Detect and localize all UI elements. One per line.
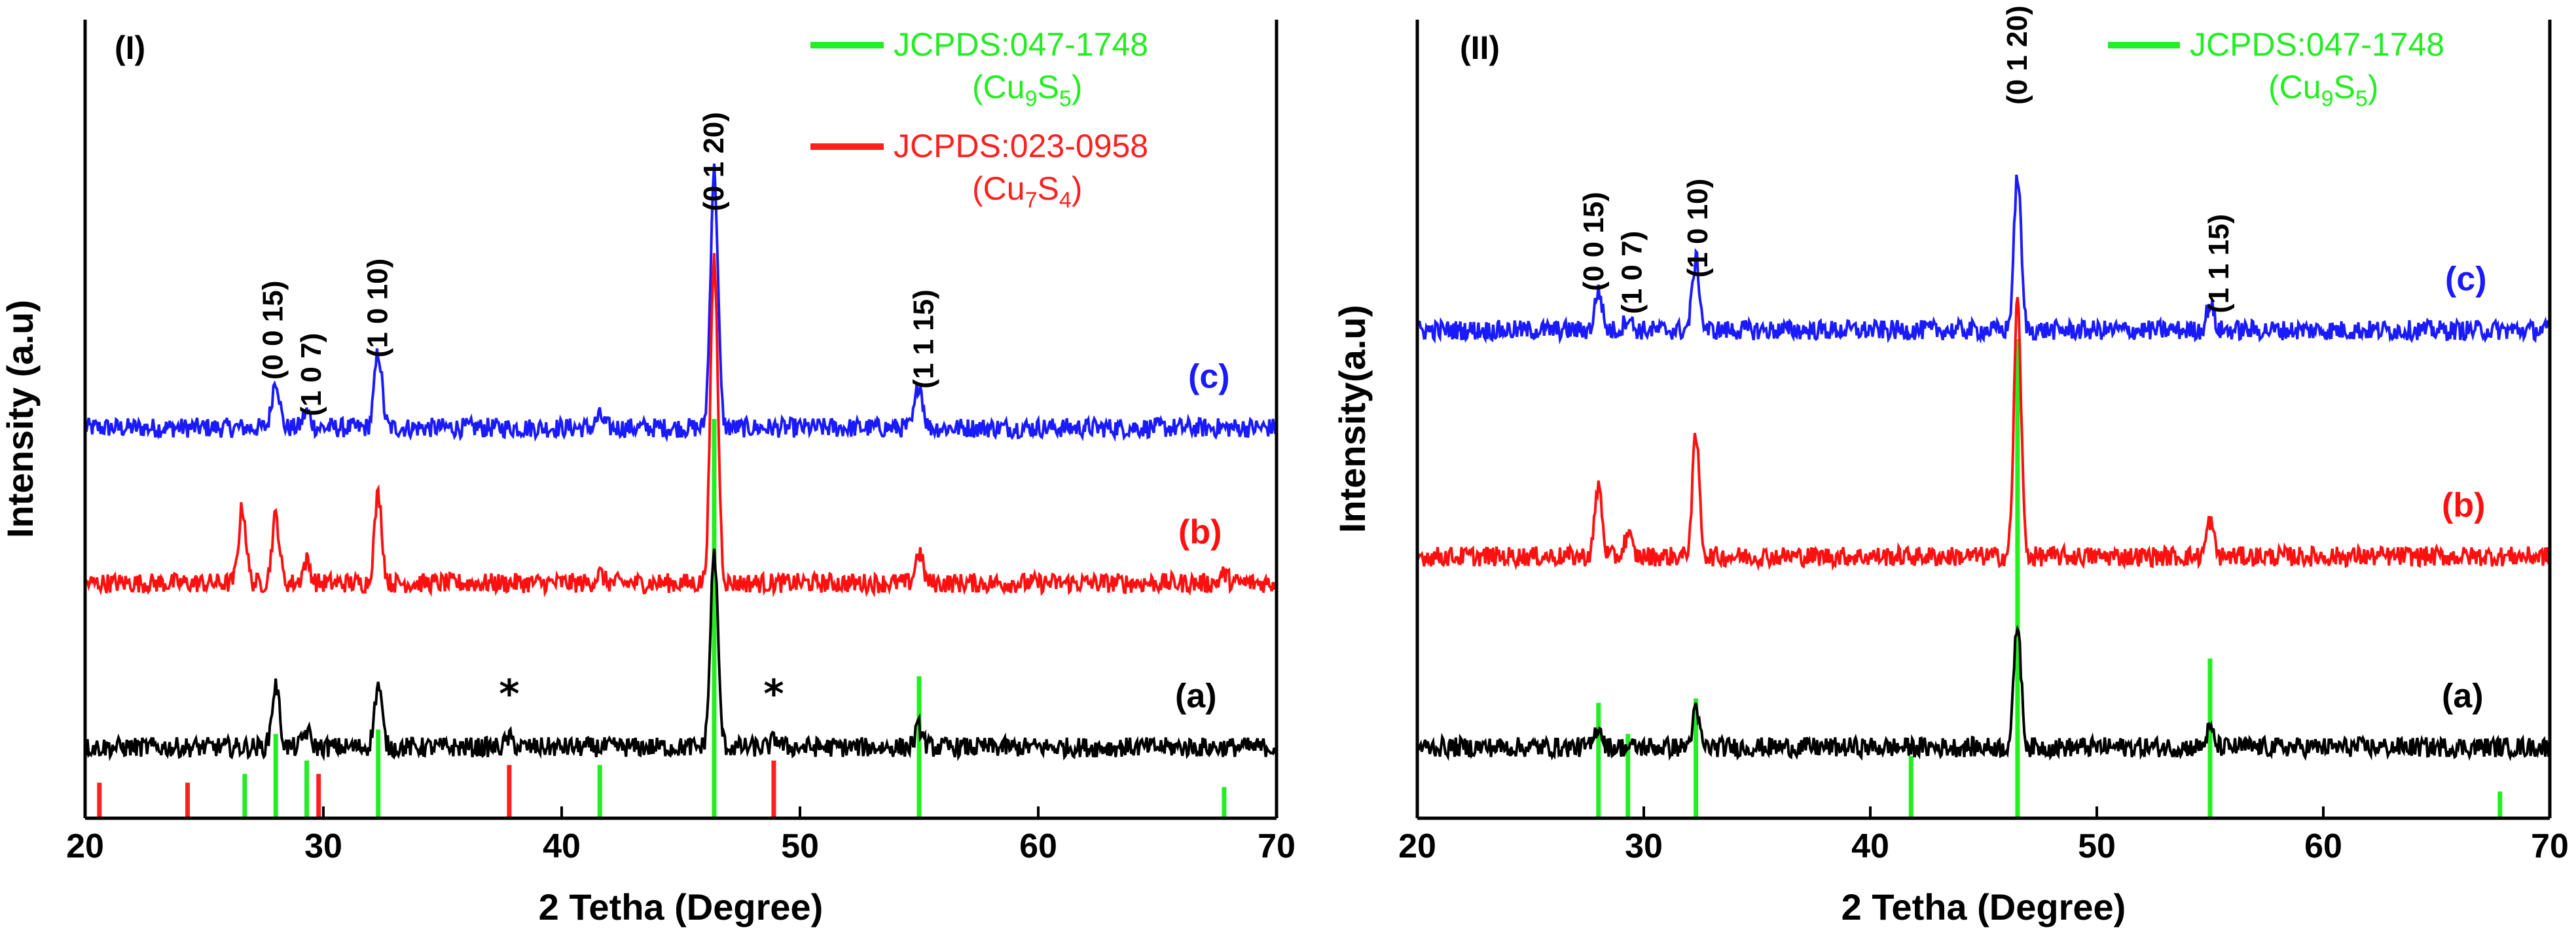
legend-label: JCPDS:047-1748 [2190,26,2444,63]
x-axis-title: 2 Tetha (Degree) [539,886,824,928]
x-tick-label: 60 [1019,827,1057,865]
x-tick-label: 50 [2078,827,2116,865]
hkl-label: (0 1 20) [2001,5,2033,105]
series-line [1416,174,2551,345]
series-label: (a) [2442,677,2484,715]
series-line [84,163,1278,442]
legend-label: JCPDS:047-1748 [894,26,1148,63]
y-axis-title: Intensity(a.u) [1332,305,1373,533]
series-label: (a) [1175,677,1217,715]
x-tick-label: 50 [781,827,819,865]
hkl-label: (1 0 10) [1682,179,1714,278]
chart-panel-1: (c) (b) (a) 20 30 40 50 60 70 2 Tetha (Degree) Int… [0,20,1296,928]
x-tick-label: 70 [2531,827,2569,865]
hkl-label: (0 0 15) [1578,192,1610,291]
x-axis-title: 2 Tetha (Degree) [1841,886,2126,928]
hkl-label: (1 0 7) [1616,231,1648,314]
x-tick-label: 30 [1625,827,1663,865]
legend-label: JCPDS:023-0958 [894,128,1148,164]
x-tick-label: 40 [543,827,581,865]
chart-panel-2: (c) (b) (a) 20 30 40 50 60 70 2 Tetha (Degree) Int… [1332,5,2569,928]
legend-formula: (Cu9S5) [972,69,1082,111]
series-line [1416,624,2551,761]
hkl-label: (1 0 7) [295,333,327,416]
hkl-label: (1 1 15) [2203,214,2235,314]
hkl-label: (1 0 10) [362,259,394,358]
legend-formula: (Cu7S4) [972,170,1082,213]
x-tick-label: 70 [1258,827,1296,865]
series-label: (c) [2445,260,2487,298]
x-tick-label: 20 [1398,827,1436,865]
panel-label: (II) [1460,29,1500,66]
hkl-label: (0 0 15) [257,281,289,380]
impurity-star: * [499,672,519,717]
impurity-star: * [763,672,784,717]
series-line [84,253,1278,598]
hkl-label: (1 1 15) [907,289,939,389]
hkl-label: (0 1 20) [698,112,730,211]
x-tick-label: 20 [66,827,104,865]
series-label: (c) [1188,358,1230,396]
x-tick-label: 60 [2304,827,2342,865]
panel-label: (I) [115,29,145,66]
series-line [84,549,1277,762]
legend-formula: (Cu9S5) [2268,69,2378,111]
series-label: (b) [1178,513,1222,551]
series-label: (b) [2442,486,2485,524]
series-line [1416,297,2551,571]
y-axis-title: Intensity (a.u) [0,300,41,538]
x-tick-label: 30 [304,827,342,865]
x-tick-label: 40 [1851,827,1889,865]
